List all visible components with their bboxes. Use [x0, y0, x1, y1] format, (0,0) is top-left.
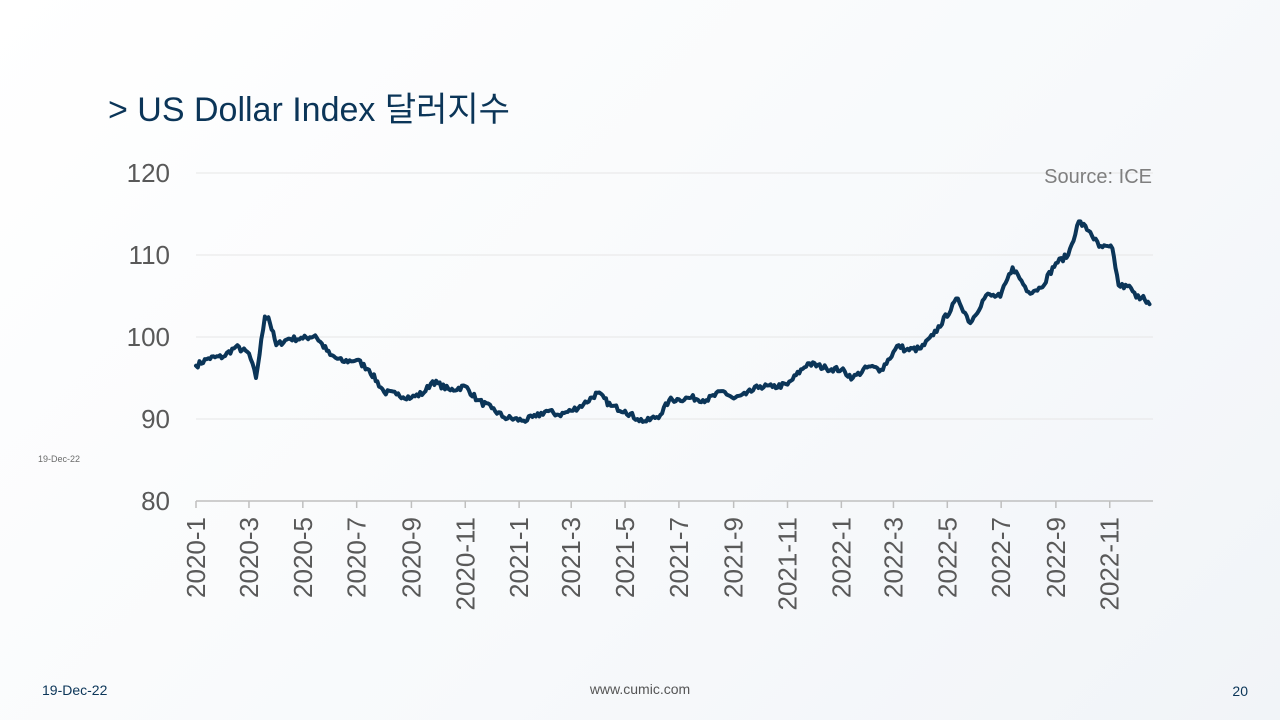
- page-title: > US Dollar Index 달러지수: [108, 91, 510, 129]
- x-tick-label: 2020-7: [342, 517, 372, 598]
- x-tick-label: 2021-5: [610, 517, 640, 598]
- x-tick-label: 2022-5: [932, 517, 962, 598]
- x-tick-label: 2022-1: [826, 517, 856, 598]
- y-tick-label: 80: [141, 486, 170, 516]
- source-label: Source: ICE: [1044, 166, 1152, 188]
- x-tick-label: 2021-1: [504, 517, 534, 598]
- x-tick-label: 2020-5: [288, 517, 318, 598]
- x-tick-label: 2021-11: [773, 517, 803, 611]
- series-line: [194, 219, 1152, 424]
- x-tick-label: 2022-7: [986, 517, 1016, 598]
- x-tick-label: 2022-3: [878, 517, 908, 598]
- side-date: 19-Dec-22: [38, 454, 81, 464]
- x-tick-label: 2021-3: [556, 517, 586, 598]
- x-tick-label: 2020-1: [181, 517, 211, 598]
- footer-url[interactable]: www.cumic.com: [589, 681, 691, 697]
- page-number: 20: [1232, 683, 1248, 699]
- y-tick-label: 90: [141, 404, 170, 434]
- y-tick-label: 100: [127, 322, 170, 352]
- x-axis: 2020-1 2020-3 2020-5 2020-7 2020-9 2020-11 202…: [181, 500, 1153, 611]
- x-tick-label: 2021-7: [664, 517, 694, 598]
- y-tick-label: 120: [127, 158, 170, 188]
- y-tick-label: 110: [129, 240, 170, 270]
- x-tick-label: 2020-11: [450, 517, 480, 611]
- y-axis: 80 90 100 110 120: [127, 158, 170, 516]
- x-tick-label: 2021-9: [719, 517, 749, 598]
- x-tick-label: 2020-3: [234, 517, 264, 598]
- x-tick-label: 2022-9: [1041, 517, 1071, 598]
- footer-date: 19-Dec-22: [42, 682, 108, 698]
- grid-lines: [196, 172, 1153, 420]
- x-tick-label: 2020-9: [396, 517, 426, 598]
- x-tick-label: 2022-11: [1095, 517, 1125, 611]
